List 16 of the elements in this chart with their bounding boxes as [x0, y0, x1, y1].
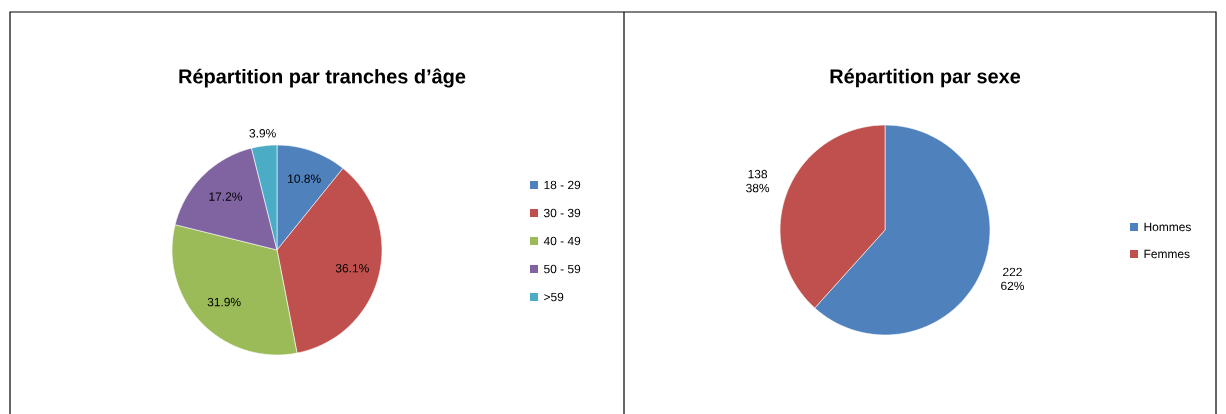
- data-label: 17.2%: [209, 192, 242, 201]
- legend-label: 40 - 49: [543, 236, 581, 246]
- data-label: 10.8%: [288, 174, 321, 183]
- legend-label: 18 - 29: [544, 180, 581, 190]
- chart-title: Répartition par sexe: [830, 68, 1021, 88]
- data-label: 138 38%: [746, 169, 770, 193]
- chart-title: Répartition par tranches d’âge: [179, 68, 466, 88]
- data-label: 222 62%: [1001, 267, 1024, 291]
- legend-label: 30 - 39: [543, 208, 581, 218]
- legend-label: 50 - 59: [544, 264, 581, 274]
- data-label: 31.9%: [207, 297, 241, 307]
- legend-label: Hommes: [1144, 222, 1191, 232]
- legend-label: >59: [544, 292, 564, 302]
- data-label: 3.9%: [249, 129, 276, 138]
- data-label: 36.1%: [335, 264, 369, 273]
- legend-label: Femmes: [1144, 249, 1190, 259]
